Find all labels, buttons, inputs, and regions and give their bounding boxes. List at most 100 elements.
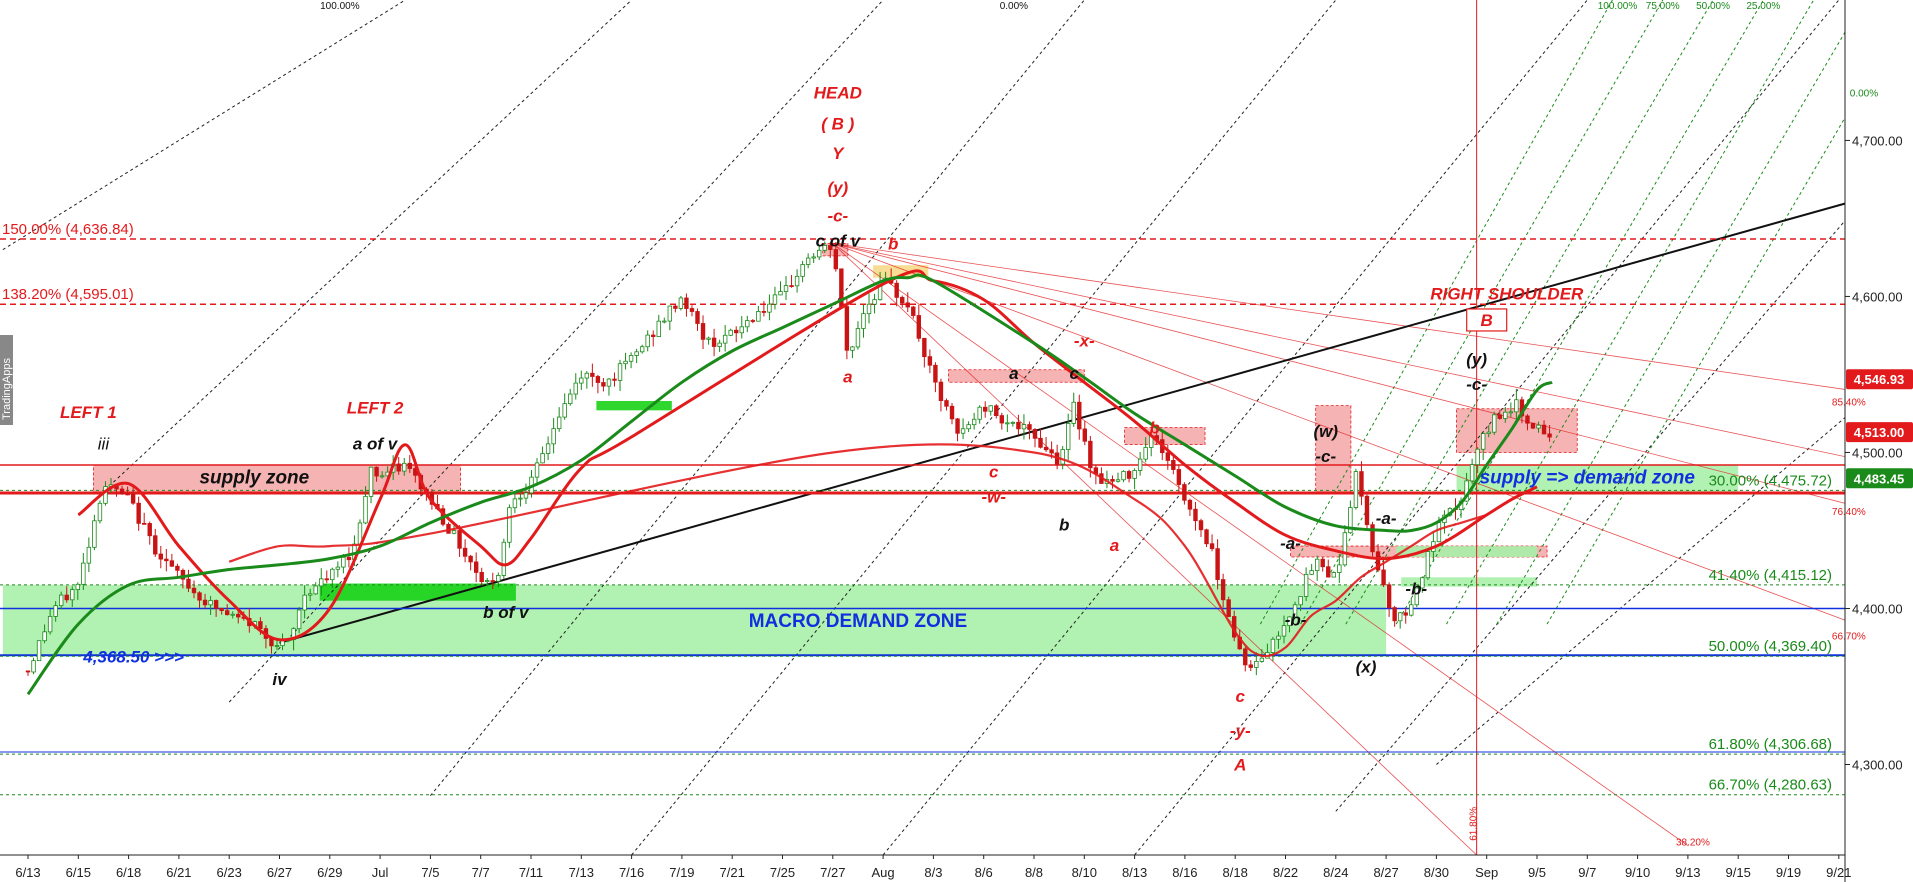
candle-body (1049, 449, 1054, 454)
candle (667, 305, 673, 331)
candle-body (158, 553, 163, 560)
candle-body (617, 363, 623, 381)
candle (739, 316, 744, 339)
candle-body (1176, 469, 1182, 485)
candle (595, 374, 601, 394)
candle-body (1353, 471, 1359, 508)
candle-body (302, 594, 307, 611)
candle-body (689, 308, 695, 312)
pink-box-aug24 (1315, 405, 1352, 494)
candle (136, 496, 141, 531)
candle (1043, 437, 1049, 453)
candle-body (562, 403, 567, 418)
candle-body (750, 320, 756, 322)
candle-body (579, 377, 584, 384)
candle-body (1547, 433, 1552, 438)
annotations-layer: 150.00% (4,636.84) 138.20% (4,595.01) 30.0… (2, 1, 1878, 849)
demand-block-1 (319, 583, 516, 601)
wave-label: b (888, 235, 898, 254)
candle (47, 609, 53, 635)
wave-label: b (1059, 515, 1069, 534)
candle (335, 561, 341, 578)
candle (1016, 414, 1021, 436)
candle-body (667, 305, 673, 322)
price-tags-layer: 4,546.93 4,513.00 4,483.45 (1846, 369, 1913, 489)
candle-body (634, 351, 639, 356)
candle (175, 563, 180, 577)
candle (186, 569, 191, 593)
candle-body (695, 311, 700, 324)
candle (999, 412, 1005, 430)
candle-body (844, 306, 850, 351)
candle (1303, 567, 1309, 601)
candle (1541, 420, 1547, 435)
wave-label: b (1150, 419, 1160, 438)
zone-label: supply zone (199, 468, 309, 489)
candle (236, 609, 241, 624)
candle-body (833, 249, 839, 270)
candle-body (1541, 424, 1547, 435)
candle (933, 362, 938, 393)
candle (75, 582, 80, 600)
candle-body (180, 569, 186, 580)
watermark-text: TradingApps (1, 358, 13, 420)
candle-body (623, 360, 628, 365)
candle (1171, 455, 1176, 475)
candle-body (1088, 440, 1093, 469)
candle-body (1436, 522, 1442, 543)
moving-average-green (26, 273, 1553, 696)
candle (1547, 425, 1552, 442)
candle (584, 371, 590, 389)
candle (1331, 571, 1336, 578)
candle (562, 393, 567, 420)
wave-label: -w- (981, 487, 1006, 506)
candle (130, 487, 136, 505)
candle (905, 292, 910, 313)
wave-label: -y- (1230, 721, 1251, 740)
candle (158, 545, 163, 569)
wave-label: c (989, 462, 999, 481)
candle (927, 349, 933, 374)
candle-body (1209, 543, 1215, 550)
candle-body (1420, 577, 1425, 589)
candle-body (1386, 584, 1392, 609)
candle (1126, 469, 1132, 483)
candle-body (42, 631, 47, 642)
x-tick-label: 6/15 (66, 865, 91, 880)
candle-body (767, 303, 772, 313)
candle (645, 330, 650, 352)
candle-body (971, 418, 977, 426)
candle-body (346, 556, 352, 561)
x-tick-label: 7/27 (820, 865, 845, 880)
b-box (1466, 308, 1508, 332)
candle (684, 293, 689, 317)
wave-label: c of v (816, 232, 862, 251)
candle-body (656, 320, 661, 338)
candle-body (1298, 596, 1303, 606)
candle (551, 418, 556, 454)
candle (678, 295, 684, 311)
candle (1176, 464, 1182, 494)
fan-label: 76.40% (1832, 507, 1866, 518)
zone-label: supply => demand zone (1480, 468, 1696, 489)
candle (230, 611, 235, 619)
candle (1099, 467, 1104, 484)
candle (379, 471, 385, 479)
candle-body (1171, 460, 1176, 470)
x-tick-label: 6/23 (217, 865, 242, 880)
candle-body (988, 405, 993, 412)
candle-body (485, 580, 490, 582)
candle-body (1342, 532, 1348, 566)
candle (1392, 605, 1397, 627)
x-tick-label: 8/16 (1172, 865, 1197, 880)
x-tick-label: 8/8 (1025, 865, 1043, 880)
candle (722, 324, 728, 352)
channel-line-green-4 (1446, 0, 1815, 625)
x-tick-label: 6/13 (15, 865, 40, 880)
candle (368, 466, 374, 504)
candle (850, 345, 855, 359)
candle-body (1110, 479, 1115, 482)
x-tick-label: 8/22 (1273, 865, 1298, 880)
candle (1475, 447, 1480, 474)
x-tick-label: 8/6 (975, 865, 993, 880)
